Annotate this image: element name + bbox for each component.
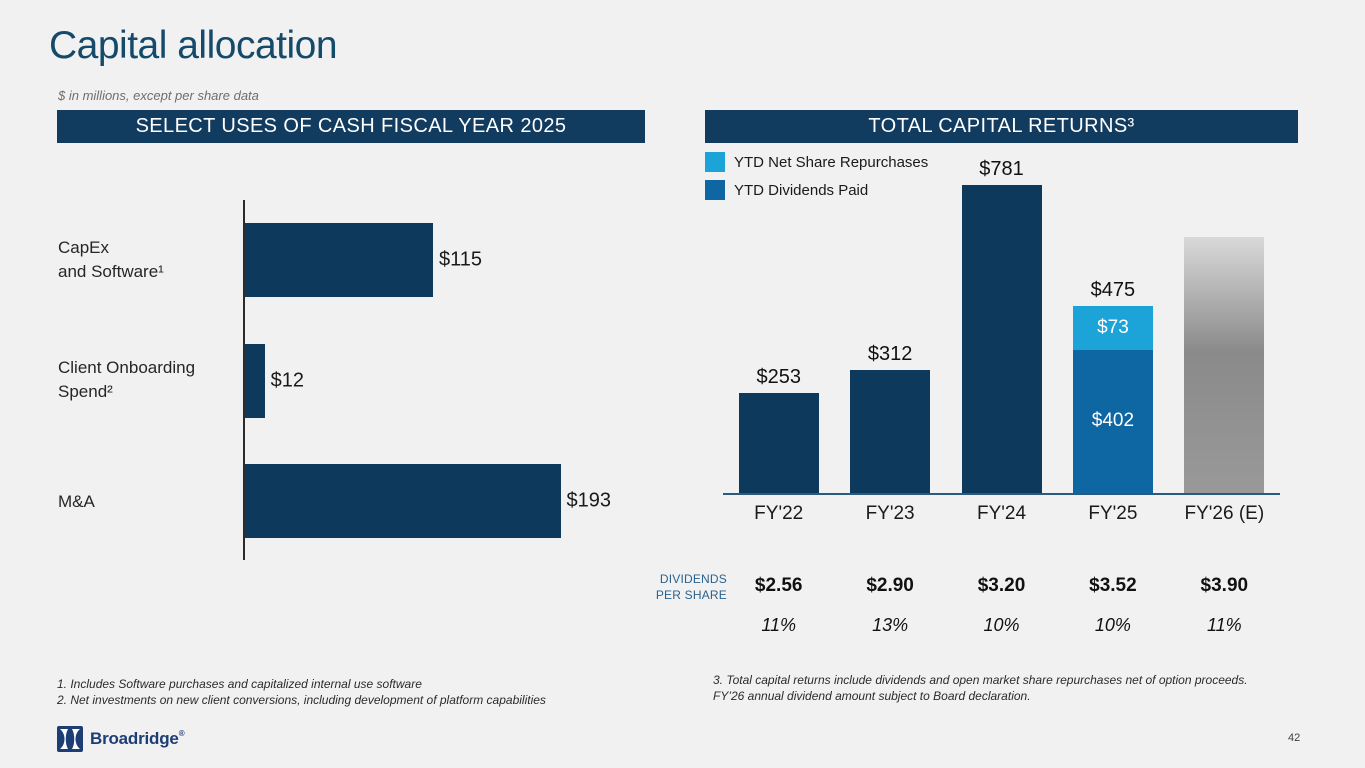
bar-row: $193 [245,464,611,538]
broadridge-logo: Broadridge® [57,726,185,752]
total-value-label: $312 [867,343,913,366]
legend-swatch [705,180,725,200]
growth-pct: 10% [1094,615,1131,635]
page-number: 42 [1288,732,1301,744]
legend-item: YTD Dividends Paid [705,179,928,201]
capital-returns-chart: $253 $312 $781 $475 $73 $402 [723,158,1280,495]
bar-segment: $73 [1072,305,1153,350]
dividends-value: $3.52 [1089,575,1137,596]
bar-value-label: $193 [566,489,612,512]
dividends-per-share-label: DIVIDENDS PER SHARE [655,572,727,602]
growth-pct: 11% [1206,615,1242,635]
column-slot: $312 [834,178,945,493]
x-axis-label: FY'26 (E) [1184,503,1265,524]
bar [245,223,434,297]
legend-item-label: YTD Dividends Paid [734,181,869,199]
bar-row: $115 [245,223,572,297]
page-title: Capital allocation [49,24,338,67]
bar-segment [1184,237,1265,493]
bar-value-label: $115 [439,248,483,271]
legend-swatch [705,152,725,172]
column-slot: $781 [946,158,1057,493]
right-section-header: TOTAL CAPITAL RETURNS³ [705,110,1298,143]
logo-wordmark: Broadridge® [90,729,185,748]
registered-mark: ® [178,729,185,738]
bar-segment [850,370,931,493]
x-axis-labels: FY'22 FY'23 FY'24 FY'25 FY'26 (E) [723,503,1280,525]
growth-pct: 13% [872,615,909,635]
footnote-right: 3. Total capital returns include dividen… [713,673,1248,703]
stacked-bar [961,185,1042,493]
dividends-value: $2.90 [866,575,914,596]
stacked-bar [738,393,819,493]
legend: YTD Net Share Repurchases YTD Dividends P… [705,151,928,207]
legend-item: YTD Net Share Repurchases [705,151,928,173]
dividends-per-share-values: $2.56 $2.90 $3.20 $3.52 $3.90 [723,575,1280,597]
x-axis-label: FY'24 [976,503,1027,524]
stacked-bar: $73 $402 [1072,305,1153,493]
units-note: $ in millions, except per share data [58,88,259,103]
x-axis-label: FY'22 [754,503,804,524]
bar-segment [961,185,1042,493]
total-value-label: $253 [756,366,801,389]
category-label: CapEx and Software¹ [58,238,164,281]
column-slot: $253 [723,178,834,493]
y-axis-line [243,200,245,560]
dividends-value: $3.90 [1200,575,1249,596]
stacked-bar [1184,237,1265,493]
category-label: M&A [58,492,95,511]
dividends-value: $3.20 [977,575,1026,596]
x-axis-label: FY'25 [1088,503,1138,524]
left-section-header: SELECT USES OF CASH FISCAL YEAR 2025 [57,110,645,143]
column-slot: $475 $73 $402 [1057,178,1168,493]
legend-item-label: YTD Net Share Repurchases [734,153,929,171]
growth-pct: 11% [761,615,797,635]
bar-value-label: $12 [270,369,304,392]
category-label: Client Onboarding Spend² [58,358,196,401]
stacked-bar [850,370,931,493]
total-value-label: $475 [1090,278,1136,301]
total-value-label: $781 [979,158,1024,181]
bar [245,464,561,538]
uses-of-cash-chart: $115 $12 $193 [245,200,611,560]
dividend-growth-percentages: 11% 13% 10% 10% 11% [723,615,1280,636]
bar-segment: $402 [1072,349,1153,493]
bar [245,344,265,418]
broadridge-logo-icon [57,726,83,752]
bar-segment [738,393,819,493]
bar-row: $12 [245,344,572,418]
dividends-value: $2.56 [754,575,803,596]
x-axis-label: FY'23 [865,503,915,524]
growth-pct: 10% [983,615,1020,635]
footnotes-left: 1. Includes Software purchases and capit… [57,677,546,707]
column-slot [1169,178,1280,493]
